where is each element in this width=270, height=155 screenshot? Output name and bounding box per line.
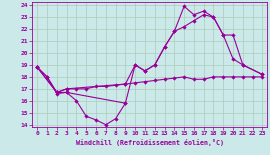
X-axis label: Windchill (Refroidissement éolien,°C): Windchill (Refroidissement éolien,°C) (76, 139, 224, 146)
